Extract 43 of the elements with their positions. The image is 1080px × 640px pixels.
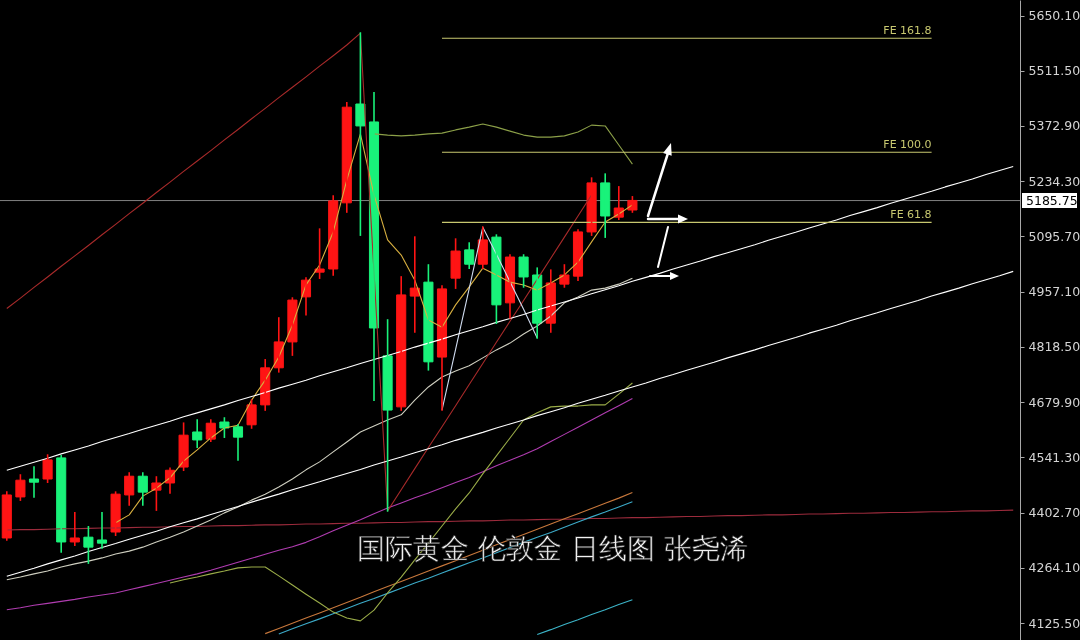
line-series (6, 32, 593, 512)
candlestick (15, 474, 26, 501)
series-label: FE 100.0 (883, 138, 932, 152)
y-tick-label: 4957.10 (1028, 284, 1080, 300)
series-label: FE 161.8 (883, 24, 932, 38)
line-series (6, 270, 1014, 577)
y-tick-label: 4125.50 (1028, 615, 1080, 631)
candlestick (450, 238, 461, 289)
candlestick (559, 264, 570, 288)
line-series (115, 133, 633, 524)
candlestick (151, 476, 162, 511)
candlestick (69, 512, 80, 546)
candlestick (219, 417, 230, 438)
candlestick (586, 177, 597, 236)
candlestick (42, 454, 53, 483)
y-tick-label: 4264.10 (1028, 560, 1080, 576)
candlestick (28, 466, 40, 498)
candlestick (178, 422, 189, 472)
y-tick-label: 4679.90 (1028, 394, 1080, 410)
candlestick (246, 399, 257, 429)
candlestick (491, 234, 502, 324)
y-tick-label: 4402.70 (1028, 505, 1080, 521)
y-tick-label: 5234.30 (1028, 173, 1080, 189)
line-series (373, 123, 633, 165)
y-tick-label: 5650.10 (1028, 8, 1080, 23)
candlestick (96, 512, 108, 549)
series-label: FE 61.8 (890, 208, 932, 222)
y-tick-label: 4541.30 (1028, 449, 1080, 465)
y-tick-label: 5372.90 (1028, 118, 1080, 134)
candlestick (423, 264, 434, 371)
y-tick-label: 5095.70 (1028, 228, 1080, 244)
ref-line-label: 5185.75 (1026, 192, 1078, 208)
candlestick (355, 32, 366, 236)
candlestick (287, 297, 298, 356)
candlestick (314, 228, 325, 279)
candlestick (382, 319, 393, 512)
line-series (536, 599, 633, 635)
y-tick-label: 5511.50 (1028, 63, 1080, 79)
candlestick (110, 491, 121, 536)
candlestick (83, 526, 94, 564)
line-series (6, 509, 1014, 531)
y-tick-label: 4818.50 (1028, 339, 1080, 355)
candlestick (518, 254, 529, 288)
